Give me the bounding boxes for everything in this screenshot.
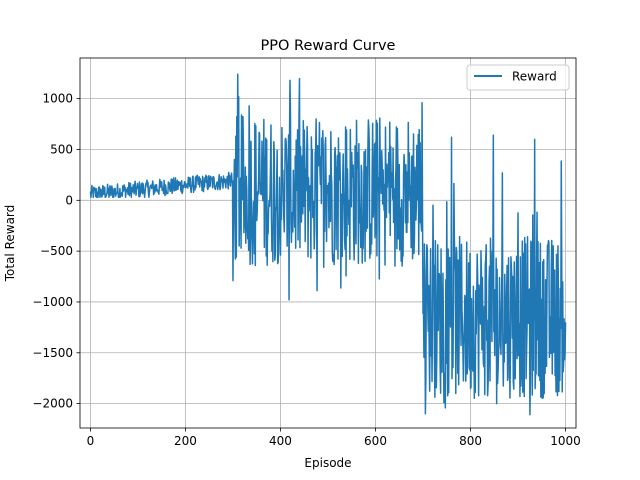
legend: Reward [466,64,570,91]
x-axis-ticks: 0 200 400 600 800 1000 [87,428,581,448]
reward-series-line [89,73,567,416]
y-axis-title: Total Reward [3,205,17,283]
y-axis-ticks: −2000 −1500 −1000 −500 0 500 1000 [32,92,80,411]
legend-box [466,64,570,91]
x-tick-label: 0 [87,434,95,448]
y-tick-label: −1500 [32,346,73,360]
x-tick-label: 400 [269,434,292,448]
y-tick-label: −500 [40,244,73,258]
y-tick-label: 0 [65,193,73,207]
y-tick-label: −1000 [32,295,73,309]
x-axis-title: Episode [304,456,351,470]
legend-label: Reward [512,70,557,84]
y-tick-label: 1000 [42,92,73,106]
plot-frame [79,57,577,429]
y-tick-label: −2000 [32,397,73,411]
chart-title: PPO Reward Curve [261,38,396,54]
x-tick-label: 600 [364,434,387,448]
series-layer [89,73,567,416]
x-tick-label: 200 [174,434,197,448]
x-tick-label: 800 [459,434,482,448]
y-tick-label: 500 [50,142,73,156]
x-tick-label: 1000 [550,434,581,448]
